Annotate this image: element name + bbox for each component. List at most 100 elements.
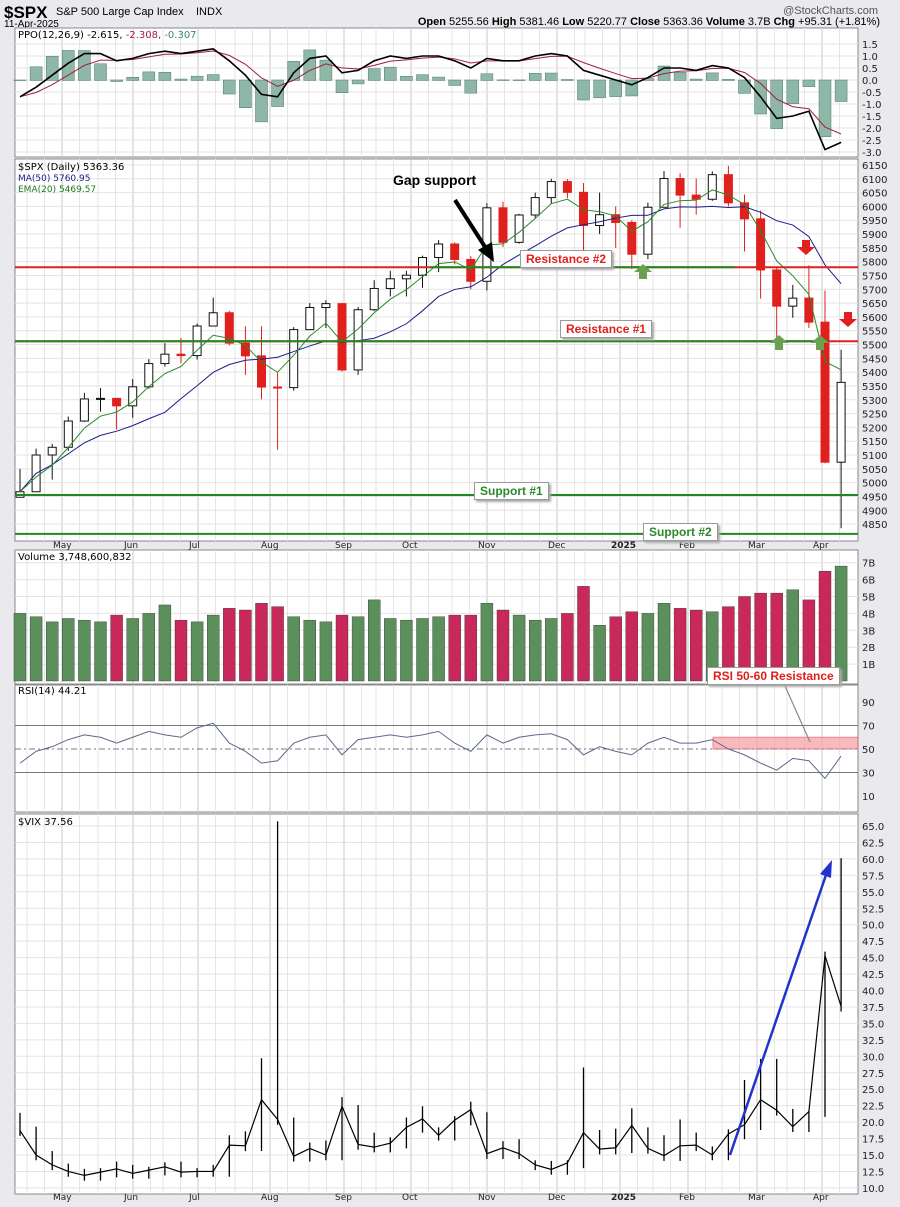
month-label: Aug [261,541,279,551]
ohlc-value-volume: 3.7B [747,16,774,28]
ppo-histogram-bar [834,79,848,102]
volume-bar [416,618,429,682]
volume-bar [142,613,156,682]
ppo-hist-value: -0.307 [164,30,197,41]
candle-body [450,243,460,260]
gap-support-arrow [453,198,489,252]
month-label: Dec [548,1193,565,1203]
vix-tick-label: 37.5 [862,1003,884,1014]
candle-body [321,303,331,309]
candle-body [160,353,170,365]
volume-bar [239,609,252,682]
candle-body [772,269,782,307]
ohlc-key-close: Close [630,16,664,28]
ppo-histogram-bar [689,78,703,81]
volume-bar [174,619,188,682]
vix-tick-label: 32.5 [862,1036,884,1047]
volume-bar [496,609,510,682]
vix-tick-label: 52.5 [862,904,884,915]
ppo-histogram-bar [593,79,606,99]
price-tick-label: 5350 [862,382,887,393]
candle-body [627,221,637,255]
candle-body [434,243,444,259]
ppo-histogram-bar [126,76,139,81]
vix-tick-label: 47.5 [862,937,884,948]
volume-tick-label: 5B [862,593,875,604]
ppo-histogram-bar [206,74,220,81]
price-tick-label: 4850 [862,520,887,531]
vix-tick-label: 42.5 [862,970,884,981]
ohlc-key-volume: Volume [705,16,748,28]
ppo-histogram-bar [448,79,461,86]
volume-bar [62,618,75,682]
ppo-histogram-bar [400,75,413,81]
month-label: Aug [261,1193,279,1203]
candle-body [675,178,685,196]
candle-body [369,287,379,311]
volume-tick-label: 1B [862,660,875,671]
ppo-histogram-bar [706,72,719,81]
volume-bar [94,621,107,682]
ppo-histogram-bar [738,79,751,94]
brand: @StockCharts.com [783,5,878,17]
vix-close-line [19,955,842,1177]
ppo-histogram-bar [802,79,816,87]
rsi-tick-label: 30 [862,769,875,780]
ppo-histogram-bar [94,63,107,81]
candle-body [289,329,299,389]
vix-tick-label: 12.5 [862,1167,884,1178]
gap-support-annotation: Gap support [393,172,477,188]
month-label: Feb [679,541,695,551]
volume-bar [609,616,622,682]
ppo-histogram-bar [818,79,832,137]
ppo-histogram-bar [722,79,735,81]
candle-body [643,206,653,255]
ohlc-key-chg: Chg [773,16,799,28]
red-down-arrow-icon [839,312,857,327]
volume-bar [206,614,220,682]
ppo-histogram-bar [512,79,526,81]
candle-body [176,353,186,357]
ppo-tick-label: -0.5 [862,88,882,99]
volume-bar [335,614,349,682]
ppo-histogram-bar [142,71,156,81]
price-tick-label: 5500 [862,341,887,352]
candle-body [401,274,411,280]
ppo-tick-label: 1.5 [862,40,878,51]
month-label: Apr [813,541,829,551]
rsi-tick-label: 90 [862,698,875,709]
candle-body [804,297,814,323]
price-tick-label: 6000 [862,202,887,213]
ppo-histogram-bar [13,79,27,81]
candle-body [788,297,798,307]
volume-bar [673,608,687,682]
volume-bar [400,619,413,682]
volume-bar [448,614,461,682]
ppo-tick-label: 0.0 [862,76,878,87]
vix-tick-label: 57.5 [862,871,884,882]
volume-bar [384,618,397,682]
ppo-histogram-bar [464,79,478,94]
volume-bar [110,614,123,682]
candle-body [836,381,846,463]
price-tick-label: 5700 [862,285,887,296]
vix-tick-label: 35.0 [862,1019,884,1030]
ppo-histogram-bar [528,73,542,81]
price-tick-label: 5850 [862,244,887,255]
volume-bar [545,618,558,682]
ohlc-value-close: 5363.36 [663,16,706,28]
month-label: 2025 [611,541,636,551]
ppo-histogram-bar [384,66,397,81]
rsi-tick-label: 70 [862,722,875,733]
vix-tick-label: 27.5 [862,1069,884,1080]
ohlc-value-chg: +95.31 (+1.81%) [798,16,880,28]
price-tick-label: 5800 [862,258,887,269]
price-tick-label: 5650 [862,299,887,310]
resistance-2-label: Resistance #2 [520,250,613,268]
ppo-histogram-bar [609,79,622,97]
month-label: Sep [335,541,352,551]
chart-header: $SPX S&P 500 Large Cap Index INDX 11-Apr… [0,0,900,30]
ppo-histogram-bar [416,74,429,81]
panel-price [14,158,859,542]
